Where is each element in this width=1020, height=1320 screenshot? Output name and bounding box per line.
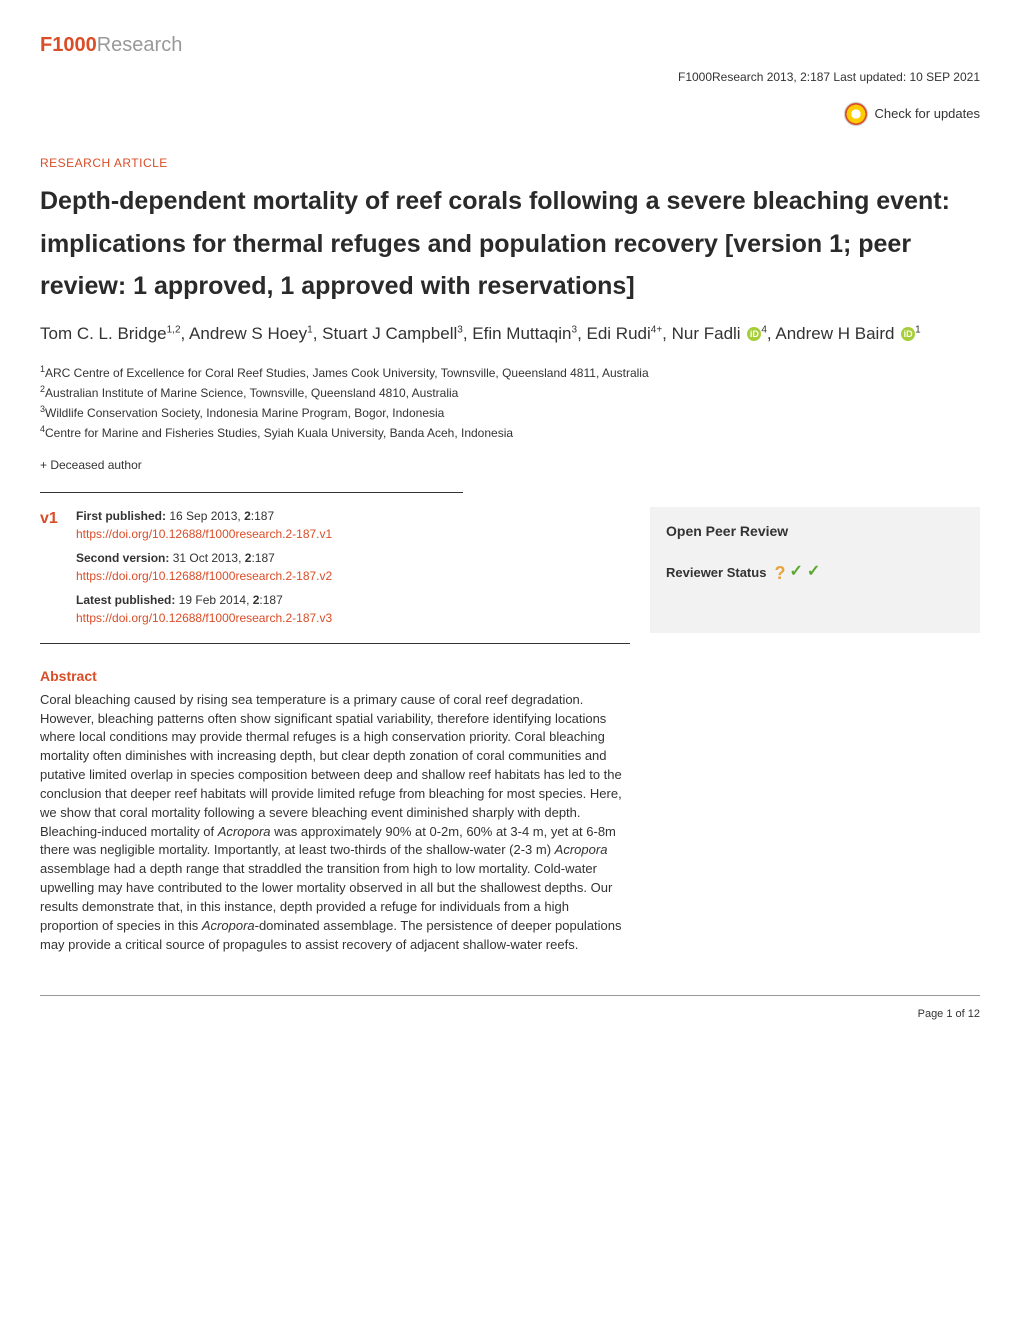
logo-primary: F1000 [40,34,97,56]
logo-secondary: Research [97,34,183,56]
peer-review-title: Open Peer Review [666,521,964,542]
divider [40,492,463,493]
version-text: Latest published: 19 Feb 2014, 2:187http… [76,591,332,627]
right-column: Open Peer Review Reviewer Status ? ✓ ✓ [650,507,980,633]
page-footer: Page 1 of 12 [40,995,980,1023]
deceased-note: + Deceased author [40,456,980,474]
divider-two [40,643,630,644]
abstract-heading: Abstract [40,666,630,687]
check-updates-label: Check for updates [874,104,980,124]
reviewer-status-label: Reviewer Status [666,563,766,583]
article-title: Depth-dependent mortality of reef corals… [40,180,980,308]
check-updates-button[interactable]: Check for updates [40,102,980,126]
doi-link[interactable]: https://doi.org/10.12688/f1000research.2… [76,527,332,541]
check-icon: ✓ [789,560,802,587]
affiliation-item: 2Australian Institute of Marine Science,… [40,383,980,402]
abstract-body: Coral bleaching caused by rising sea tem… [40,691,630,955]
doi-link[interactable]: https://doi.org/10.12688/f1000research.2… [76,611,332,625]
status-icons: ? ✓ ✓ [774,560,820,587]
version-row: Second version: 31 Oct 2013, 2:187https:… [76,549,630,585]
question-icon: ? [774,560,785,587]
affiliation-item: 4Centre for Marine and Fisheries Studies… [40,423,980,442]
version-row: v1 First published: 16 Sep 2013, 2:187htt… [40,507,630,543]
version-history: v1 First published: 16 Sep 2013, 2:187htt… [40,507,630,627]
citation-reference: F1000Research 2013, 2:187 Last updated: … [40,68,980,86]
version-badge: v1 [40,507,66,531]
reviewer-status-row: Reviewer Status ? ✓ ✓ [666,560,964,587]
version-text: Second version: 31 Oct 2013, 2:187https:… [76,549,332,585]
left-column: v1 First published: 16 Sep 2013, 2:187htt… [40,507,630,955]
crossmark-icon [844,102,868,126]
content-columns: v1 First published: 16 Sep 2013, 2:187htt… [40,507,980,955]
check-icon: ✓ [807,560,820,587]
peer-review-box: Open Peer Review Reviewer Status ? ✓ ✓ [650,507,980,633]
affiliation-item: 1ARC Centre of Excellence for Coral Reef… [40,363,980,382]
doi-link[interactable]: https://doi.org/10.12688/f1000research.2… [76,569,332,583]
logo: F1000Research [40,30,182,60]
page-header: F1000Research [40,30,980,60]
version-text: First published: 16 Sep 2013, 2:187https… [76,507,332,543]
page-number: Page 1 of 12 [918,1008,980,1020]
affiliations-list: 1ARC Centre of Excellence for Coral Reef… [40,363,980,442]
affiliation-item: 3Wildlife Conservation Society, Indonesi… [40,403,980,422]
authors-list: Tom C. L. Bridge1,2, Andrew S Hoey1, Stu… [40,320,980,347]
article-type-label: RESEARCH ARTICLE [40,154,980,172]
version-row: Latest published: 19 Feb 2014, 2:187http… [76,591,630,627]
reviewer-list [666,615,964,619]
